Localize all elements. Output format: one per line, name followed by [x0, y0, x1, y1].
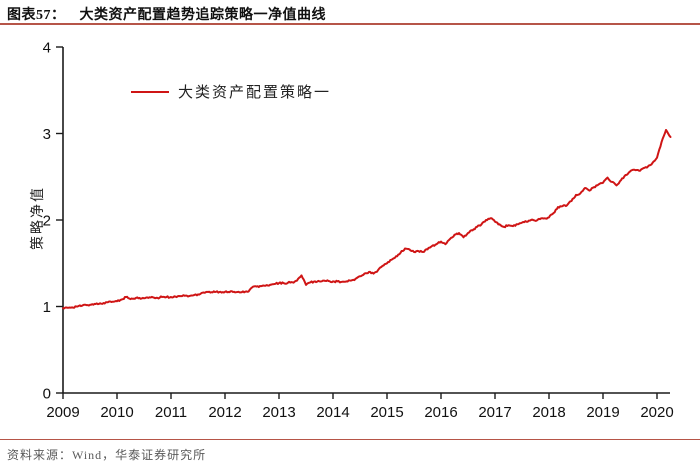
svg-text:2011: 2011 [155, 404, 187, 421]
svg-text:2017: 2017 [478, 404, 511, 421]
svg-text:2018: 2018 [532, 404, 565, 421]
svg-text:2014: 2014 [316, 404, 349, 421]
chart-title: 图表57： 大类资产配置趋势追踪策略一净值曲线 [7, 4, 693, 24]
svg-text:2009: 2009 [46, 404, 79, 421]
svg-text:2010: 2010 [100, 404, 133, 421]
svg-text:0: 0 [43, 386, 51, 403]
svg-text:1: 1 [43, 299, 51, 316]
svg-text:2020: 2020 [640, 404, 673, 421]
source-note: 资料来源：Wind，华泰证券研究所 [7, 448, 207, 462]
legend-line-swatch [131, 90, 169, 93]
footer-divider-rule [0, 439, 700, 440]
figure-number-label: 图表57： [7, 8, 66, 23]
svg-text:4: 4 [43, 40, 51, 57]
svg-text:2015: 2015 [370, 404, 403, 421]
chart-title-text: 大类资产配置趋势追踪策略一净值曲线 [79, 8, 326, 23]
svg-text:2013: 2013 [262, 404, 295, 421]
y-axis-title: 策略净值 [31, 186, 46, 250]
legend-series-label: 大类资产配置策略一 [178, 85, 332, 101]
svg-text:2012: 2012 [208, 404, 241, 421]
svg-text:2016: 2016 [424, 404, 457, 421]
svg-text:3: 3 [43, 126, 51, 143]
title-divider-rule [0, 23, 700, 25]
svg-text:2: 2 [43, 213, 51, 230]
svg-text:2019: 2019 [586, 404, 619, 421]
chart-legend: 大类资产配置策略一 [131, 81, 331, 102]
